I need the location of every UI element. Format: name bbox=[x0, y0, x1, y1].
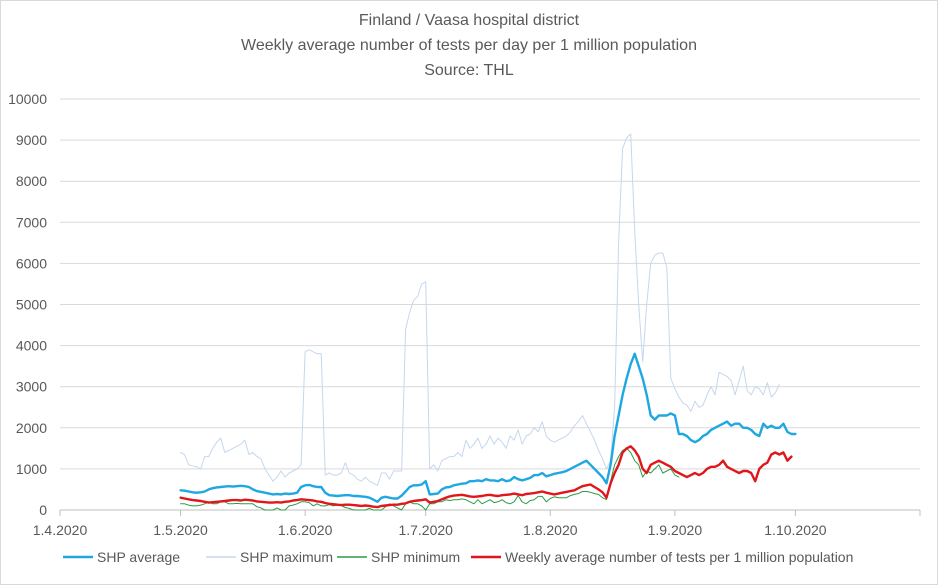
legend-label: Weekly average number of tests per 1 mil… bbox=[505, 549, 853, 565]
x-tick-label: 1.4.2020 bbox=[33, 522, 88, 538]
x-tick-label: 1.8.2020 bbox=[523, 522, 578, 538]
series-line bbox=[179, 445, 793, 509]
y-tick-label: 0 bbox=[39, 502, 47, 518]
x-tick-label: 1.6.2020 bbox=[278, 522, 333, 538]
legend-label: SHP maximum bbox=[240, 549, 333, 565]
chart-title-line-3: Source: THL bbox=[424, 62, 514, 79]
legend-label: SHP average bbox=[97, 549, 180, 565]
y-tick-label: 5000 bbox=[16, 297, 47, 313]
x-tick-label: 1.5.2020 bbox=[153, 522, 208, 538]
y-tick-label: 2000 bbox=[16, 420, 47, 436]
y-tick-label: 10000 bbox=[8, 91, 47, 107]
series-line bbox=[179, 352, 797, 503]
legend-label: SHP minimum bbox=[371, 549, 460, 565]
x-tick-label: 1.7.2020 bbox=[398, 522, 453, 538]
y-tick-label: 4000 bbox=[16, 338, 47, 354]
x-tick-label: 1.9.2020 bbox=[648, 522, 703, 538]
y-tick-label: 1000 bbox=[16, 461, 47, 477]
chart-title-line-2: Weekly average number of tests per day p… bbox=[241, 37, 697, 54]
chart-title-line-1: Finland / Vaasa hospital district bbox=[358, 12, 580, 29]
x-tick-label: 1.10.2020 bbox=[764, 522, 826, 538]
series-line bbox=[180, 133, 780, 486]
y-tick-label: 7000 bbox=[16, 214, 47, 230]
y-tick-label: 6000 bbox=[16, 255, 47, 271]
y-tick-label: 8000 bbox=[16, 173, 47, 189]
y-tick-label: 3000 bbox=[16, 379, 47, 395]
y-tick-label: 9000 bbox=[16, 132, 47, 148]
